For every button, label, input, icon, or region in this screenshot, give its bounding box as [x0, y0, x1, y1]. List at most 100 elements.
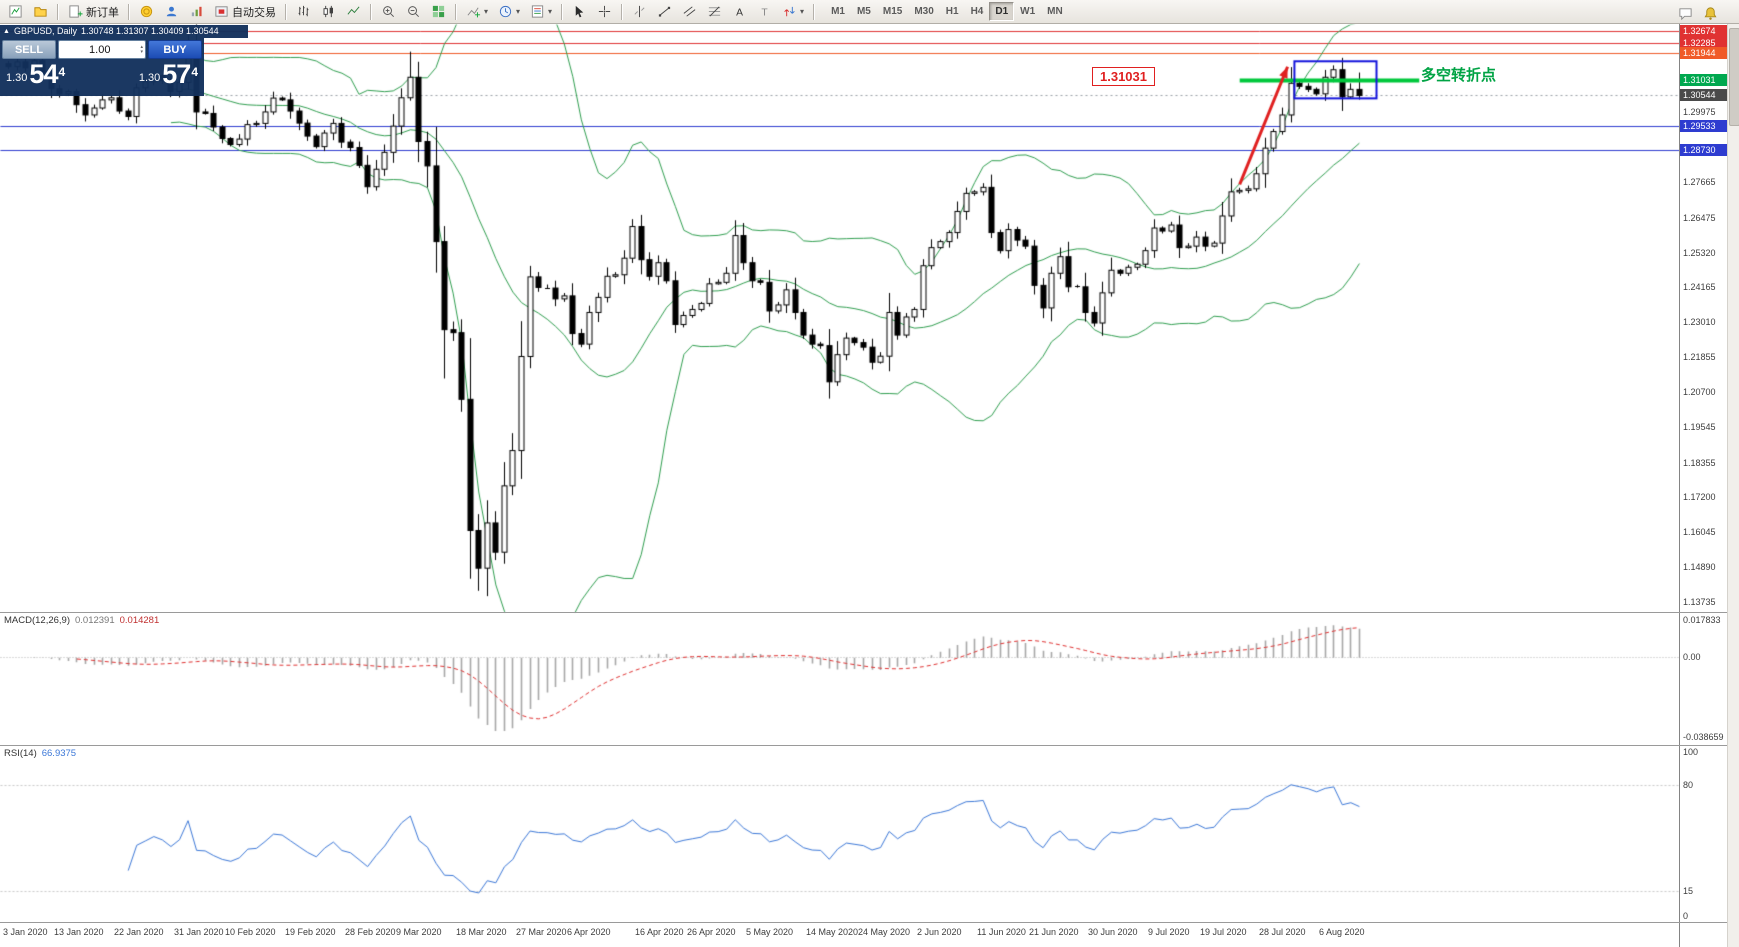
fibonacci-button[interactable]: [703, 0, 726, 24]
date-label: 14 May 2020: [806, 927, 859, 937]
price-line-label: 1.30544: [1680, 89, 1727, 102]
line-chart-button[interactable]: [342, 0, 365, 24]
ask-price-pip: 4: [191, 65, 198, 79]
one-click-trading-panel: SELL ▴ ▾ BUY 1.30 54 4 1.30 57 4: [0, 38, 204, 96]
toolbar: 新订单 自动交易 ▾ ▾ ▾ A T ▾ M1 M5 M15 M30 H1 H4 D1 W1 MN: [0, 0, 1739, 24]
pane-separator[interactable]: [0, 745, 1727, 746]
price-tick: 1.17200: [1683, 492, 1716, 503]
dropdown-caret-icon: ▾: [548, 6, 553, 16]
symbol-title-bar: ▲ GBPUSD, Daily 1.30748 1.31307 1.30409 …: [0, 25, 248, 38]
toolbar-separator: [128, 3, 130, 20]
equidistant-channel-button[interactable]: [678, 0, 701, 24]
text-label-button[interactable]: T: [753, 0, 776, 24]
timeframe-button-M15[interactable]: M15: [877, 2, 908, 21]
price-tick: 1.29975: [1683, 107, 1716, 118]
price-line-label: 1.31944: [1680, 46, 1727, 59]
ask-price[interactable]: 1.30 57 4: [138, 61, 198, 88]
alerts-button[interactable]: [1699, 1, 1722, 25]
zoom-in-button[interactable]: [377, 0, 400, 24]
ask-price-prefix: 1.30: [138, 72, 161, 84]
symbol-title: GBPUSD, Daily: [13, 26, 77, 36]
macd-scale-label: -0.038659: [1683, 732, 1724, 743]
macd-scale-label: 0.017833: [1683, 615, 1721, 626]
pane-separator[interactable]: [0, 922, 1727, 923]
toolbar-right-buttons: [1673, 1, 1723, 25]
indicators-button[interactable]: ▾: [462, 0, 492, 24]
volume-spinner[interactable]: ▴ ▾: [140, 43, 145, 55]
dropdown-caret-icon: ▾: [800, 6, 805, 16]
timeframe-button-M5[interactable]: M5: [851, 2, 877, 21]
spinner-down-icon[interactable]: ▾: [140, 48, 143, 55]
macd-name: MACD(12,26,9): [4, 615, 70, 626]
arrows-button[interactable]: ▾: [778, 0, 808, 24]
rsi-scale-label: 100: [1683, 747, 1699, 757]
dropdown-caret-icon: ▾: [484, 6, 489, 16]
price-tick: 1.21855: [1683, 352, 1716, 363]
sell-button[interactable]: SELL: [2, 40, 56, 59]
volume-input[interactable]: [59, 42, 141, 57]
timeframe-button-H4[interactable]: H4: [965, 2, 990, 21]
signals-button[interactable]: [185, 0, 208, 24]
bar-chart-button[interactable]: [292, 0, 315, 24]
crosshair-button[interactable]: [593, 0, 616, 24]
timeframe-button-D1[interactable]: D1: [989, 2, 1015, 21]
community-button[interactable]: [160, 0, 183, 24]
bid-price-pip: 4: [58, 65, 66, 79]
rsi-scale-label: 0: [1683, 911, 1689, 921]
timeframe-button-M1[interactable]: M1: [825, 2, 851, 21]
bid-price-big: 54: [29, 59, 58, 89]
panel-collapse-icon[interactable]: ▲: [3, 28, 10, 35]
timeframe-button-W1[interactable]: W1: [1014, 2, 1041, 21]
price-tick: 1.18355: [1683, 457, 1716, 468]
text-button[interactable]: A: [728, 0, 751, 24]
price-annotation-flag[interactable]: 1.31031: [1092, 67, 1155, 86]
bid-price-prefix: 1.30: [6, 72, 28, 84]
rsi-scale-label: 80: [1683, 779, 1694, 790]
new-order-button[interactable]: 新订单: [64, 0, 123, 24]
spinner-up-icon[interactable]: ▴: [140, 43, 143, 50]
timeframe-button-MN[interactable]: MN: [1041, 2, 1069, 21]
chart-note-text[interactable]: 多空转折点: [1421, 67, 1497, 84]
time-axis: 3 Jan 2020 13 Jan 2020 22 Jan 2020 31 Jan 2…: [0, 923, 1679, 947]
date-label: 26 Apr 2020: [687, 927, 736, 937]
autotrading-button[interactable]: 自动交易: [210, 0, 280, 24]
price-scale: 1.29975 1.27665 1.26475 1.25320 1.24165 1.230…: [1679, 24, 1727, 947]
chat-button[interactable]: [1674, 1, 1697, 25]
price-line-label: 1.31031: [1680, 74, 1727, 87]
market-button[interactable]: [135, 0, 158, 24]
date-label: 18 Mar 2020: [456, 927, 507, 937]
tile-windows-button[interactable]: [427, 0, 450, 24]
chart-canvas[interactable]: [0, 0, 1679, 947]
date-label: 11 Jun 2020: [977, 927, 1026, 937]
timeframe-button-M30[interactable]: M30: [908, 2, 939, 21]
date-label: 9 Jul 2020: [1148, 927, 1190, 937]
vertical-scrollbar[interactable]: [1727, 24, 1739, 947]
vertical-line-button[interactable]: [628, 0, 651, 24]
pane-separator[interactable]: [0, 612, 1727, 613]
date-label: 10 Feb 2020: [225, 927, 276, 937]
svg-text:T: T: [761, 7, 768, 18]
zoom-out-button[interactable]: [402, 0, 425, 24]
toolbar-separator: [285, 3, 287, 20]
candlestick-chart-button[interactable]: [317, 0, 340, 24]
autotrading-button-label: 自动交易: [232, 6, 276, 19]
rsi-scale-label: 15: [1683, 886, 1694, 897]
dropdown-caret-icon: ▾: [516, 6, 521, 16]
templates-button[interactable]: ▾: [526, 0, 556, 24]
price-tick: 1.13735: [1683, 596, 1716, 607]
toolbar-separator: [57, 3, 59, 20]
date-label: 3 Jan 2020: [3, 927, 48, 937]
date-label: 9 Mar 2020: [396, 927, 442, 937]
scrollbar-thumb[interactable]: [1729, 28, 1739, 126]
date-label: 16 Apr 2020: [635, 927, 684, 937]
bid-price[interactable]: 1.30 54 4: [6, 59, 66, 89]
new-chart-button[interactable]: [4, 0, 27, 24]
timeframe-button-H1[interactable]: H1: [940, 2, 965, 21]
cursor-button[interactable]: [568, 0, 591, 24]
trendline-button[interactable]: [653, 0, 676, 24]
date-label: 27 Mar 2020: [516, 927, 567, 937]
periods-button[interactable]: ▾: [494, 0, 524, 24]
volume-box: ▴ ▾: [58, 40, 146, 59]
profiles-button[interactable]: [29, 0, 52, 24]
buy-button[interactable]: BUY: [148, 40, 202, 59]
